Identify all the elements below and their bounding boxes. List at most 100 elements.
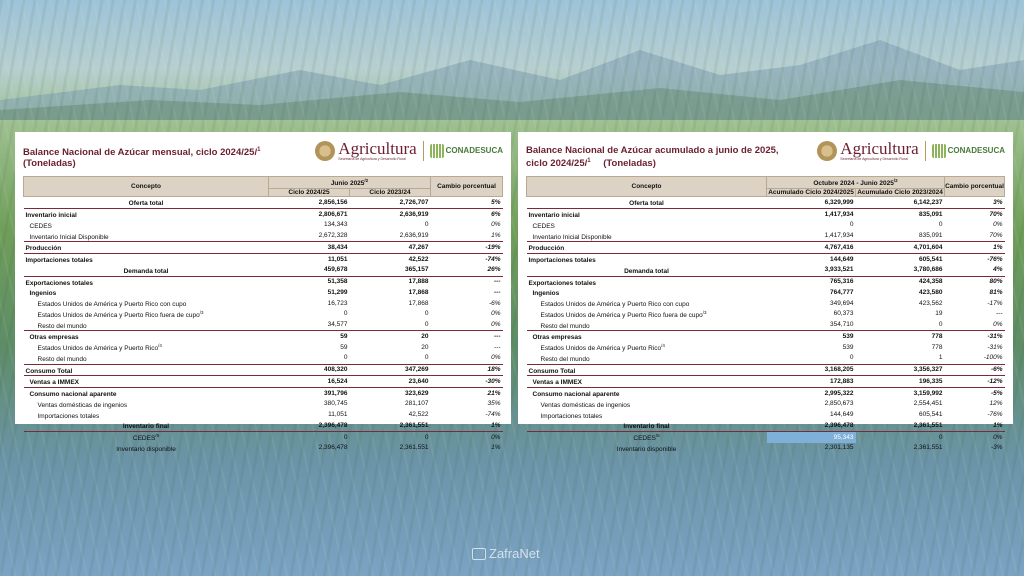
value-change: 70% — [989, 232, 1003, 240]
value-change: -100% — [983, 354, 1003, 362]
row-label-text: Estados Unidos de América y Puerto Rico … — [540, 301, 690, 309]
conadesuca-logo: CONADESUCA — [429, 143, 503, 158]
value-current: 2,850,673 — [824, 400, 854, 408]
value-current: 134,343 — [324, 221, 348, 229]
value-current: 3,933,521 — [824, 266, 854, 274]
table-row: CEDES/5 95,343 0 0% — [526, 431, 1005, 443]
row-label: Estados Unidos de América y Puerto Rico … — [527, 309, 767, 320]
title-line-1: Balance Nacional de Azúcar mensual, cicl… — [23, 147, 258, 159]
title-line-2: ciclo 2024/25/ — [526, 158, 588, 170]
value-change: 0% — [430, 431, 503, 443]
value-previous: 835,091 — [855, 208, 945, 220]
value-change: 5% — [491, 198, 501, 206]
value-current: 4,767,416 — [766, 241, 856, 254]
row-label: Inventario final — [527, 420, 767, 431]
value-current: 765,316 — [766, 275, 856, 288]
value-current: 144,649 — [766, 253, 856, 265]
value-previous: 778 — [855, 330, 945, 343]
logos: Agricultura Secretaría de Agricultura y … — [817, 140, 1005, 161]
row-label: Estados Unidos de América y Puerto Rico/… — [24, 342, 269, 353]
value-change: -30% — [430, 375, 503, 388]
value-current: 51,358 — [268, 275, 350, 288]
value-change: --- — [430, 330, 503, 343]
value-previous: 2,636,919 — [349, 208, 431, 220]
row-footnote: /3 — [702, 309, 707, 315]
header-cambio: Cambio porcentual — [430, 175, 503, 198]
value-current: 349,694 — [830, 299, 854, 307]
value-previous: 0 — [424, 310, 429, 318]
row-label-text: Consumo Total — [25, 367, 73, 375]
table-row: Otras empresas 59 20 --- — [23, 330, 503, 343]
row-label: Inventario final — [24, 420, 269, 431]
agricultura-subtitle: Secretaría de Agricultura y Desarrollo R… — [840, 157, 908, 161]
value-previous: 19 — [935, 310, 943, 318]
value-change: 0% — [491, 221, 501, 229]
value-previous: 605,541 — [855, 253, 945, 265]
sugarcane-icon — [429, 143, 444, 158]
value-previous: 47,267 — [349, 241, 431, 254]
value-previous: 3,780,686 — [913, 266, 943, 274]
row-label-text: Oferta total — [629, 200, 664, 208]
row-label: Inventario Inicial Disponible — [527, 231, 767, 242]
row-label-text: Ingenios — [532, 290, 560, 298]
row-label-text: Resto del mundo — [540, 322, 590, 330]
value-current: 2,301,135 — [824, 444, 854, 452]
value-current: 1,417,934 — [824, 232, 854, 240]
value-change: 1% — [491, 444, 501, 452]
value-previous: 281,107 — [405, 400, 429, 408]
table-row: Otras empresas 539 778 -31% — [526, 330, 1005, 343]
row-label: Importaciones totales — [526, 253, 767, 265]
row-label-text: Consumo Total — [528, 367, 576, 375]
value-current: 0 — [849, 354, 854, 362]
value-current: 2,672,328 — [318, 232, 348, 240]
value-previous: 2,361,551 — [399, 421, 429, 429]
panel-title: Balance Nacional de Azúcar acumulado a j… — [526, 140, 779, 169]
row-label-text: Importaciones totales — [540, 412, 603, 420]
value-previous: 3,159,992 — [855, 387, 945, 399]
sugarcane-icon — [931, 143, 946, 158]
value-current: 539 — [766, 330, 856, 343]
row-label-text: Inventario disponible — [116, 446, 176, 453]
table-row: Inventario disponible 2,396,478 2,361,551 1… — [24, 443, 503, 454]
logo-divider — [422, 140, 424, 161]
value-change: 81% — [989, 288, 1003, 296]
value-change: 0% — [491, 321, 501, 329]
row-label: Ventas domésticas de ingenios — [24, 399, 269, 410]
value-previous: 196,335 — [855, 375, 945, 388]
row-label: Inventario Inicial Disponible — [24, 231, 269, 242]
row-label-text: Importaciones totales — [37, 412, 100, 420]
value-current: 2,396,478 — [824, 421, 854, 429]
value-current: 2,995,322 — [766, 387, 856, 399]
value-current: 51,299 — [327, 288, 348, 296]
value-change: -12% — [944, 375, 1005, 388]
row-label: Consumo nacional aparente — [23, 387, 269, 399]
value-current: 38,434 — [268, 241, 350, 254]
value-current: 59 — [268, 330, 350, 343]
value-current: 408,320 — [268, 363, 350, 376]
value-previous: 2,636,919 — [399, 232, 429, 240]
value-previous: 20 — [421, 343, 429, 351]
row-label: Oferta total — [527, 197, 767, 209]
value-change: 26% — [487, 266, 501, 274]
row-label: Resto del mundo — [24, 353, 269, 364]
row-label: Exportaciones totales — [23, 275, 269, 288]
balance-table: Concepto Octubre 2024 - Junio 2025/2 Cam… — [526, 175, 1005, 454]
row-label: Consumo Total — [23, 363, 269, 376]
value-change: -6% — [944, 363, 1005, 376]
row-label: Otras empresas — [526, 330, 767, 343]
logos: Agricultura Secretaría de Agricultura y … — [315, 140, 503, 161]
value-change: -74% — [430, 253, 503, 265]
watermark-text: ZafraNet — [489, 546, 540, 561]
value-change: -6% — [488, 299, 501, 307]
table-row: Inventario inicial 1,417,934 835,091 70% — [526, 208, 1005, 220]
row-label: Inventario inicial — [23, 208, 269, 220]
table-row: CEDES 0 0 0% — [527, 220, 1005, 231]
row-label-text: Ventas a IMMEX — [532, 379, 583, 387]
value-previous: 0 — [424, 221, 429, 229]
row-label: Resto del mundo — [527, 320, 767, 331]
table-row: Producción 4,767,416 4,701,604 1% — [526, 241, 1005, 254]
conadesuca-name: CONADESUCA — [445, 146, 503, 155]
table-row: Exportaciones totales 51,358 17,888 --- — [23, 275, 503, 288]
value-previous: 835,091 — [919, 232, 943, 240]
value-current: 764,777 — [830, 288, 854, 296]
